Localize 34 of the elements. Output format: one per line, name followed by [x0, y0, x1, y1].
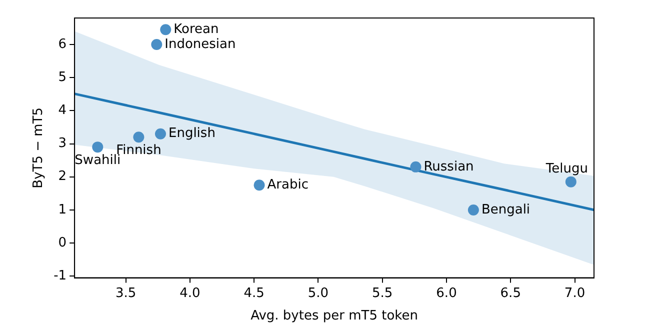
x-axis-title: Avg. bytes per mT5 token — [250, 308, 418, 324]
y-tick-label: 0 — [58, 235, 67, 250]
point — [565, 176, 576, 188]
annotation: Arabic — [267, 178, 308, 193]
y-tick-label: 6 — [58, 36, 67, 52]
annotation: Korean — [174, 22, 219, 37]
annotation: Indonesian — [164, 36, 236, 52]
y-tick-label: 3 — [58, 136, 67, 152]
x-tick-label: 5.0 — [308, 286, 329, 301]
x-tick-label: 6.0 — [436, 286, 457, 301]
point — [468, 204, 479, 216]
point — [154, 128, 166, 140]
annotation: Bengali — [481, 202, 530, 218]
x-tick-label: 4.5 — [244, 286, 264, 301]
x-tick-label: 4.0 — [180, 286, 200, 301]
y-tick-label: -1 — [54, 268, 67, 284]
point — [151, 38, 162, 50]
x-tick-label: 7.0 — [564, 286, 586, 301]
y-axis-title: ByT5 − mT5 — [31, 107, 46, 188]
y-tick-label: 4 — [58, 103, 67, 118]
y-tick-label: 5 — [58, 70, 67, 85]
x-tick-label: 6.5 — [500, 286, 521, 301]
point — [133, 132, 144, 143]
x-tick-label: 3.5 — [116, 286, 136, 301]
point — [410, 161, 422, 172]
annotation: Russian — [424, 159, 474, 174]
annotation: Telugu — [544, 162, 588, 177]
point — [92, 142, 104, 153]
y-tick-label: 2 — [58, 169, 67, 184]
x-tick-label: 5.5 — [372, 286, 393, 301]
y-tick-label: 1 — [58, 202, 67, 218]
point — [160, 24, 172, 36]
annotation: English — [168, 126, 216, 142]
point — [254, 180, 265, 191]
